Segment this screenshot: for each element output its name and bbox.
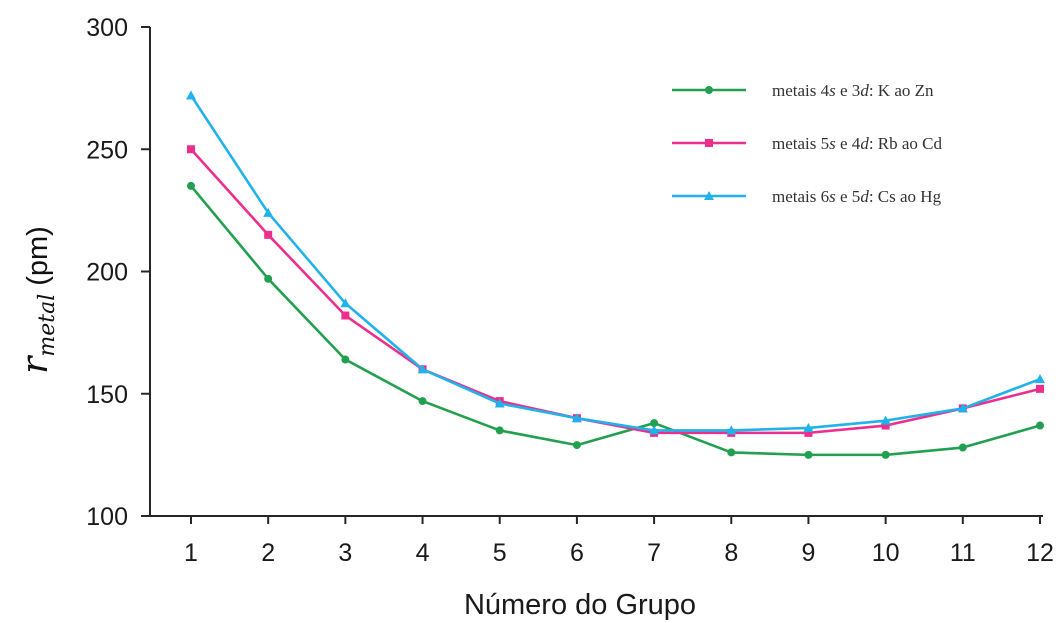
data-point xyxy=(727,448,736,457)
x-tick-label: 9 xyxy=(802,539,816,567)
x-tick-label: 11 xyxy=(950,539,976,567)
x-tick-label: 2 xyxy=(261,539,275,567)
legend-item: metais 5s e 4d: Rb ao Cd xyxy=(672,134,943,153)
legend-label: metais 4s e 3d: K ao Zn xyxy=(772,81,934,100)
legend-label: metais 5s e 4d: Rb ao Cd xyxy=(772,134,943,153)
legend-marker xyxy=(705,139,713,147)
series-3 xyxy=(186,90,1045,435)
data-point xyxy=(958,443,967,452)
series-lines xyxy=(186,90,1045,459)
data-point xyxy=(264,230,273,239)
data-point xyxy=(1036,384,1044,393)
y-tick-label: 300 xyxy=(86,14,128,42)
legend-marker xyxy=(705,86,713,94)
svg-text:rmetal(pm): rmetal (pm) xyxy=(15,226,60,374)
y-tick-label: 150 xyxy=(86,381,128,409)
y-tick-label: 100 xyxy=(86,503,128,531)
axes xyxy=(149,27,1043,517)
data-point xyxy=(186,90,196,100)
legend-label: metais 6s e 5d: Cs ao Hg xyxy=(772,187,942,206)
series-line xyxy=(190,185,1041,457)
data-point xyxy=(187,181,195,190)
legend-item: metais 4s e 3d: K ao Zn xyxy=(672,81,934,100)
y-axis-symbol: r xyxy=(15,355,56,374)
x-tick-label: 6 xyxy=(570,539,584,567)
x-ticks: 1 2 3 4 5 6 7 8 9 10 11 12 xyxy=(184,516,1054,567)
y-axis-title: rmetal (pm) xyxy=(15,226,60,374)
x-tick-label: 12 xyxy=(1026,539,1054,567)
legend: metais 4s e 3d: K ao Zn metais 5s e 4d: R… xyxy=(672,81,943,206)
x-axis-title: Número do Grupo xyxy=(464,589,696,621)
x-tick-label: 8 xyxy=(724,539,738,567)
data-point xyxy=(650,419,659,428)
x-tick-label: 5 xyxy=(493,539,507,567)
data-point xyxy=(881,450,890,459)
data-point xyxy=(264,274,273,283)
data-point xyxy=(263,207,274,217)
data-point xyxy=(957,403,968,413)
data-point xyxy=(726,425,737,435)
data-point xyxy=(1035,374,1045,384)
data-point xyxy=(649,425,660,435)
data-point xyxy=(418,397,427,406)
x-tick-label: 3 xyxy=(338,539,352,567)
data-point xyxy=(804,428,813,437)
y-ticks: 100 150 200 250 300 xyxy=(86,14,150,531)
data-point xyxy=(340,298,351,308)
legend-marker xyxy=(704,191,714,200)
y-tick-label: 250 xyxy=(86,136,128,164)
x-tick-label: 10 xyxy=(872,539,900,567)
data-point xyxy=(417,364,428,374)
data-point xyxy=(803,422,814,432)
data-point xyxy=(572,441,581,450)
data-point xyxy=(494,398,505,408)
data-point xyxy=(341,355,350,364)
x-tick-label: 1 xyxy=(184,539,198,567)
y-axis-subscript: metal xyxy=(35,294,60,357)
data-point xyxy=(495,426,504,435)
y-axis-unit: (pm) xyxy=(22,226,54,286)
data-point xyxy=(804,450,813,459)
y-tick-label: 200 xyxy=(86,259,128,287)
data-point xyxy=(187,145,195,154)
data-point xyxy=(880,415,891,425)
legend-item: metais 6s e 5d: Cs ao Hg xyxy=(672,187,942,206)
x-tick-label: 4 xyxy=(416,539,430,567)
data-point xyxy=(881,421,890,430)
data-point xyxy=(341,311,350,320)
data-point xyxy=(571,413,582,423)
series-1 xyxy=(187,181,1044,459)
x-tick-label: 7 xyxy=(647,539,661,567)
data-point xyxy=(1036,421,1044,430)
series-line xyxy=(189,94,1041,432)
